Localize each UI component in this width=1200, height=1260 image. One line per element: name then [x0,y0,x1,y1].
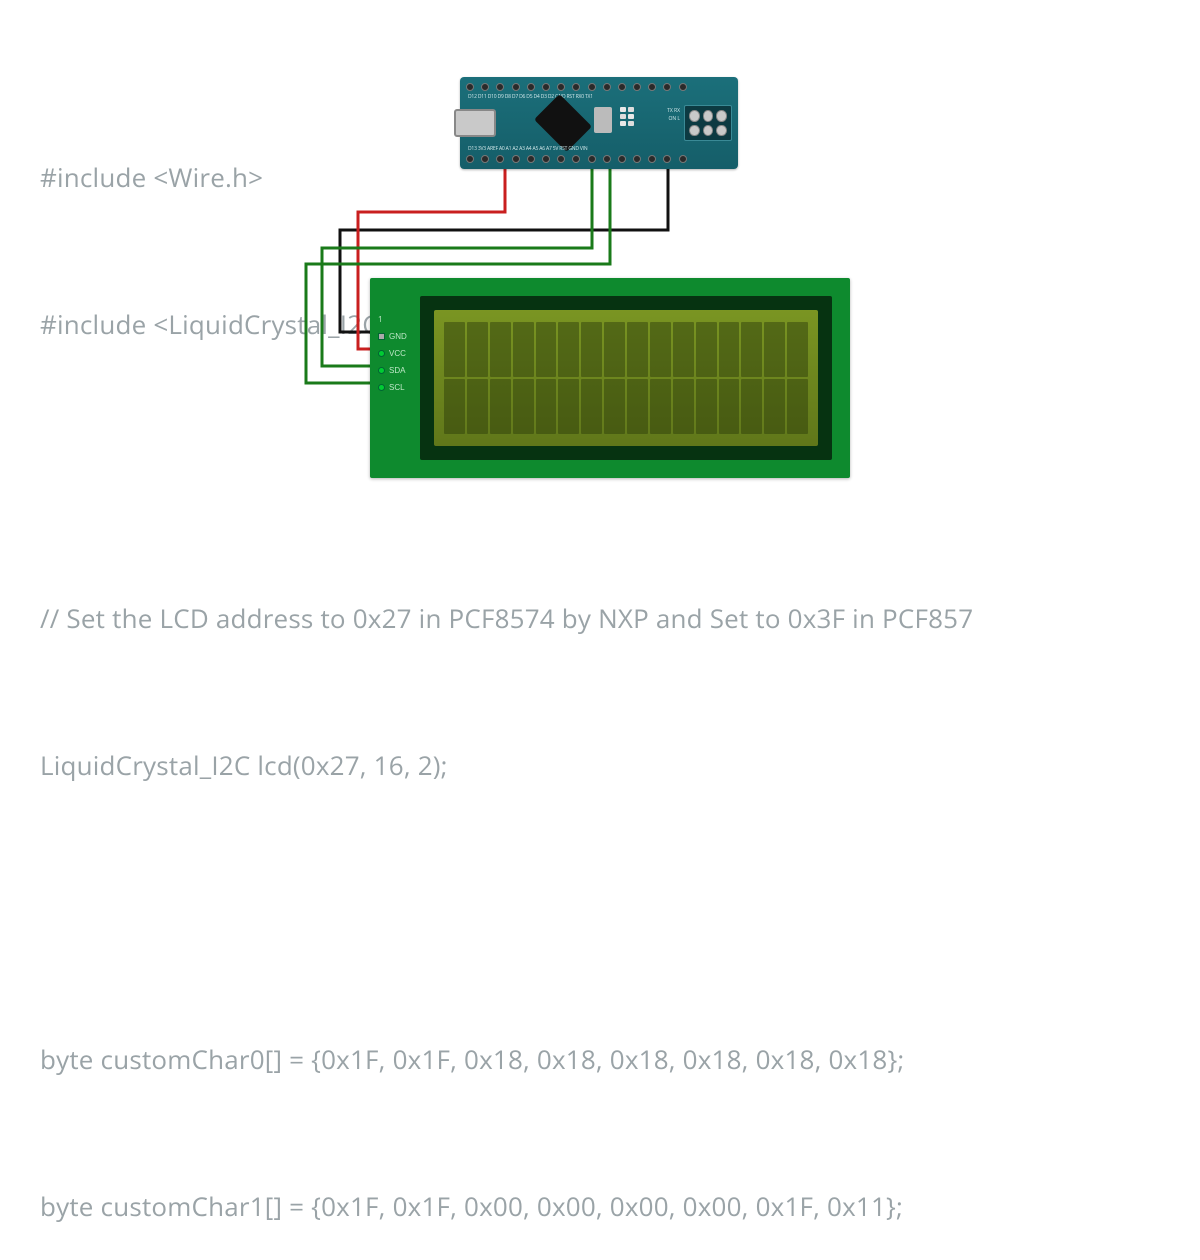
code-line: #include <LiquidCrystal_I2C.h> [40,300,1200,349]
code-line [40,888,1200,937]
code-line: #include <Wire.h> [40,153,1200,202]
code-background: #include <Wire.h> #include <LiquidCrysta… [40,55,1200,1260]
code-line [40,447,1200,496]
code-line: byte customChar1[] = {0x1F, 0x1F, 0x00, … [40,1182,1200,1231]
code-line: LiquidCrystal_I2C lcd(0x27, 16, 2); [40,741,1200,790]
code-line: // Set the LCD address to 0x27 in PCF857… [40,594,1200,643]
code-line: byte customChar0[] = {0x1F, 0x1F, 0x18, … [40,1035,1200,1084]
